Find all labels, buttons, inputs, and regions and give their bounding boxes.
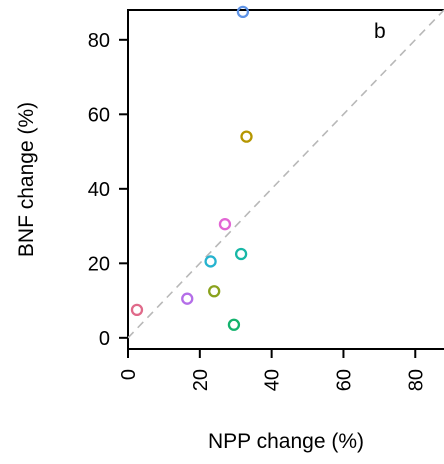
data-point-6 [227, 318, 241, 331]
x-tick-label-40: 40 [262, 369, 284, 391]
one-to-one-reference-line [127, 9, 444, 339]
y-tick-label-80: 80 [88, 30, 110, 52]
data-point-9 [240, 130, 253, 143]
plot-frame [127, 9, 444, 350]
x-tick-label-80: 80 [405, 369, 427, 391]
x-tick-label-60: 60 [333, 369, 355, 391]
data-point-1 [130, 303, 144, 317]
data-point-3 [204, 255, 217, 268]
y-tick-label-0: 0 [99, 328, 110, 350]
panel-label: b [374, 20, 386, 43]
x-axis-title: NPP change (%) [208, 430, 364, 453]
data-point-5 [218, 218, 232, 231]
data-point-4 [208, 285, 221, 298]
y-tick-label-20: 20 [88, 253, 110, 275]
y-tick-label-60: 60 [88, 104, 110, 126]
data-point-8 [236, 5, 250, 19]
y-axis-title: BNF change (%) [15, 102, 38, 257]
x-tick-label-20: 20 [190, 369, 212, 391]
y-tick-label-40: 40 [88, 179, 110, 201]
x-tick-label-0: 0 [118, 369, 140, 380]
data-point-2 [181, 292, 194, 305]
data-point-7 [234, 247, 248, 261]
